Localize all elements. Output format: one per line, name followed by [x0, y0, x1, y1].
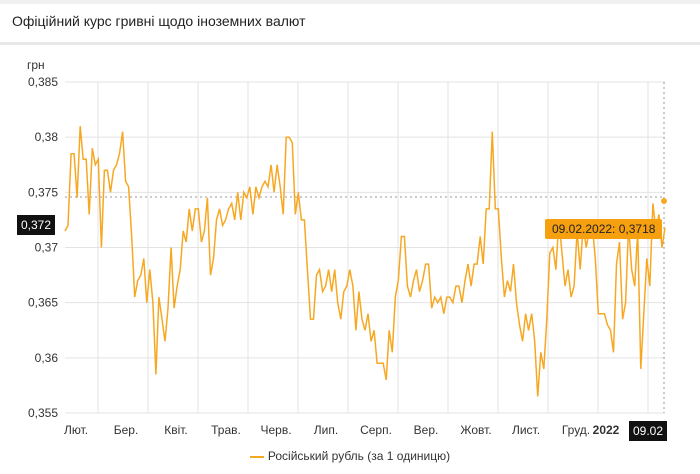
- header: Офіційний курс гривні щодо іноземних вал…: [0, 4, 700, 45]
- top-border: [0, 0, 700, 4]
- y-tick-label: 0,38: [35, 130, 59, 144]
- legend-item[interactable]: Російський рубль (за 1 одиницю): [0, 449, 700, 463]
- x-tick-label: Квіт.: [164, 423, 188, 437]
- x-tick-label: Трав.: [211, 423, 241, 437]
- y-tick-label: 0,365: [28, 296, 58, 310]
- y-tick-label: 0,385: [28, 75, 58, 89]
- series-line: [64, 126, 666, 397]
- y-tick-label: 0,36: [35, 351, 59, 365]
- x-tick-label: Лист.: [512, 423, 540, 437]
- x-tick-label: Черв.: [260, 423, 291, 437]
- x-tick-label: Лип.: [314, 423, 338, 437]
- x-tick-label: 2022: [593, 423, 620, 437]
- crosshair-x-label: 09.02: [629, 421, 668, 441]
- x-tick-label: Груд.: [562, 423, 590, 437]
- x-tick-label: Вер.: [414, 423, 439, 437]
- crosshair-y-label: 0,372: [17, 215, 56, 235]
- y-tick-label: 0,375: [28, 185, 58, 199]
- x-tick-label: Бер.: [114, 423, 139, 437]
- x-tick-label: Серп.: [360, 423, 392, 437]
- legend-swatch: [249, 455, 264, 458]
- x-tick-label: Жовт.: [460, 423, 491, 437]
- y-axis-label: грн: [27, 58, 45, 72]
- page-title: Офіційний курс гривні щодо іноземних вал…: [12, 13, 306, 29]
- tooltip: 09.02.2022: 0,3718: [545, 219, 663, 239]
- y-tick-label: 0,37: [35, 241, 59, 255]
- y-tick-label: 0,355: [28, 406, 58, 420]
- legend-label: Російський рубль (за 1 одиницю): [267, 449, 451, 463]
- hover-point: [661, 198, 667, 204]
- x-tick-label: Лют.: [64, 423, 88, 437]
